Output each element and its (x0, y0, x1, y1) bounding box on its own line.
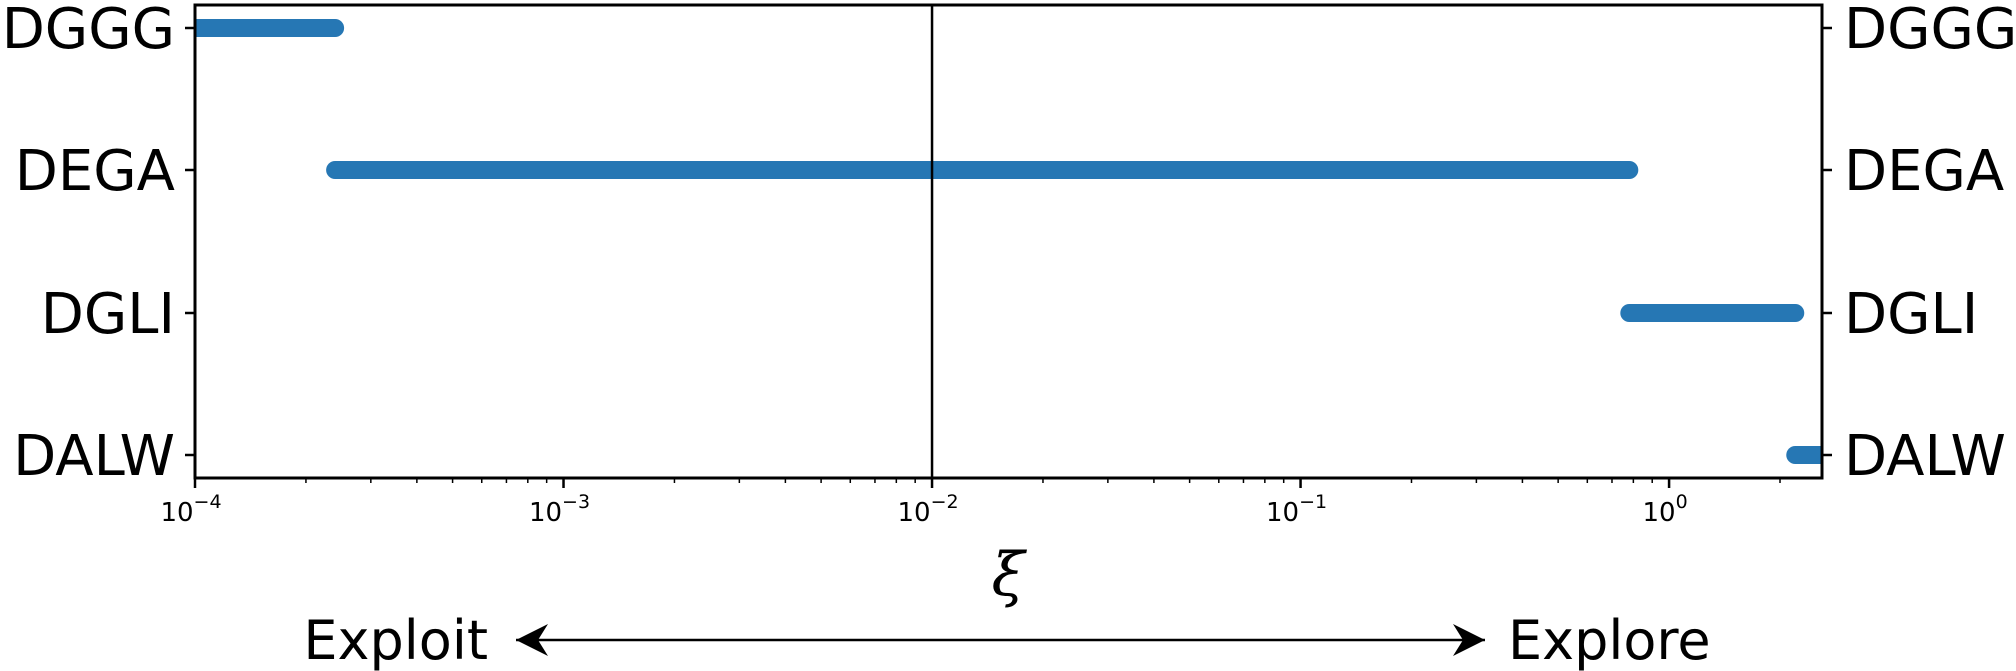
exploit-explore-arrow: Exploit Explore (303, 609, 1710, 671)
y-tick-label-left-dgli: DGLI (41, 282, 175, 347)
y-tick-label-left-dggg: DGGG (2, 0, 175, 62)
y-tick-label-right-dalw: DALW (1844, 424, 2006, 489)
x-tick-label: 10−2 (897, 491, 958, 528)
x-tick-label: 10−1 (1266, 491, 1327, 528)
y-tick-label-right-dega: DEGA (1844, 139, 2004, 204)
right-y-axis: DGGG DEGA DGLI DALW (1822, 0, 2016, 489)
x-tick-label: 100 (1642, 491, 1687, 528)
y-tick-label-right-dgli: DGLI (1844, 282, 1978, 347)
y-tick-label-left-dalw: DALW (13, 424, 175, 489)
x-tick-label: 10−4 (160, 491, 221, 528)
x-axis-label: ξ (991, 540, 1027, 610)
y-tick-label-right-dggg: DGGG (1844, 0, 2016, 62)
left-y-axis: DGGG DEGA DGLI DALW (2, 0, 195, 489)
exploit-label: Exploit (303, 609, 488, 671)
x-axis: 10−4 10−3 10−2 10−1 100 (160, 478, 1780, 528)
range-bars (195, 28, 1822, 455)
y-tick-label-left-dega: DEGA (15, 139, 175, 204)
explore-label: Explore (1508, 609, 1711, 671)
plot-frame (195, 5, 1822, 478)
x-tick-label: 10−3 (529, 491, 590, 528)
